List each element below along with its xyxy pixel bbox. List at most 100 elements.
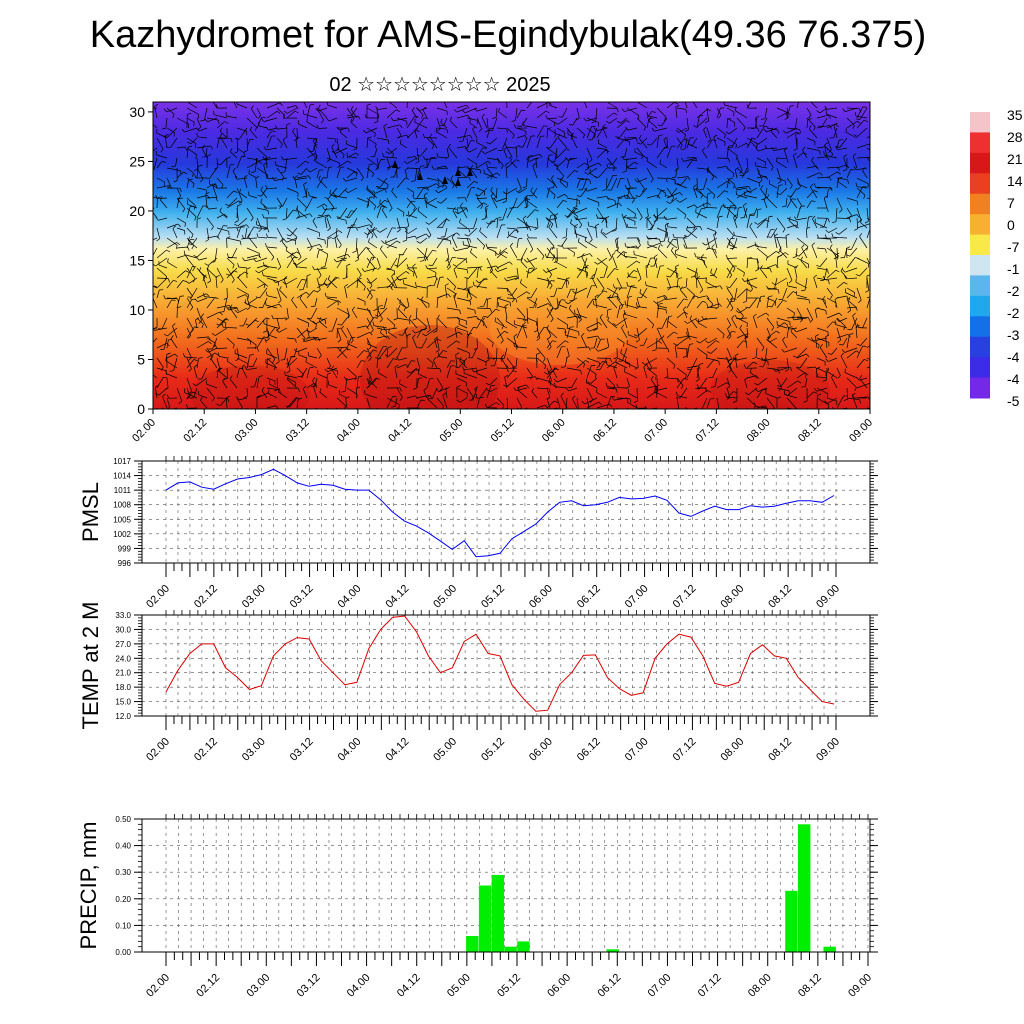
wind-barb (764, 107, 768, 119)
wind-barb (760, 268, 768, 279)
wind-barb (496, 157, 504, 166)
wind-barb (666, 146, 672, 159)
wind-barb-feather (621, 324, 625, 329)
wind-barb (837, 147, 848, 151)
wind-barb-feather (316, 289, 321, 293)
wind-barb-feather (318, 317, 322, 322)
wind-barb-feather (447, 293, 451, 298)
wind-barb (756, 126, 765, 139)
y-tick-label: 1011 (114, 486, 132, 495)
wind-barb (319, 391, 328, 399)
wind-barb (536, 327, 541, 339)
wind-barb-feather (479, 266, 482, 271)
wind-barb-feather (524, 205, 529, 209)
wind-barb-feather (233, 190, 238, 193)
wind-barb (506, 277, 518, 282)
wind-barb (303, 102, 308, 109)
wind-barb (246, 247, 260, 254)
wind-barb (276, 377, 279, 390)
wind-barb (796, 372, 806, 379)
wind-barb-feather (466, 393, 468, 398)
wind-barb (161, 317, 168, 330)
wind-barb-feather (331, 207, 335, 211)
wind-barb (546, 397, 551, 409)
wind-barb (458, 357, 468, 369)
wind-barb-feather (644, 215, 649, 219)
wind-barb-feather (326, 117, 330, 122)
wind-barb (316, 170, 320, 179)
wind-barb-feather (466, 245, 471, 250)
wind-barb-feather (700, 254, 704, 258)
wind-barb-feather (190, 306, 194, 311)
wind-barb-feather (504, 374, 509, 378)
wind-barb (291, 299, 298, 309)
wind-barb (586, 187, 598, 192)
wind-barb (453, 295, 458, 309)
wind-barb (487, 247, 498, 249)
wind-barb-feather (808, 299, 811, 304)
temp-panel: 12.015.018.021.024.027.030.033.002.00 02.… (78, 602, 878, 764)
x-tick-label: 04.12 (383, 583, 411, 611)
wind-barb (758, 147, 768, 152)
wind-barb-feather (660, 240, 665, 243)
wind-barb-feather (643, 126, 646, 131)
wind-barb (254, 377, 258, 387)
wind-barb-feather (710, 303, 714, 308)
wind-barb (476, 337, 478, 349)
wind-barb (266, 326, 276, 339)
wind-barb (576, 253, 590, 259)
wind-barb-feather (327, 372, 332, 375)
wind-barb-feather (707, 389, 711, 393)
wind-barb (355, 237, 358, 252)
wind-barb-feather (380, 245, 383, 250)
wind-barb (416, 186, 428, 189)
wind-barb-feather (641, 361, 646, 365)
wind-barb-feather (447, 266, 451, 270)
wind-barb (346, 337, 352, 349)
wind-barb (706, 107, 709, 121)
wind-barb (229, 307, 238, 319)
wind-barb-feather (263, 146, 267, 151)
wind-barb (687, 317, 698, 324)
wind-barb-feather (772, 368, 776, 372)
wind-barb-feather (499, 249, 501, 254)
wind-barb (556, 148, 567, 159)
wind-barb-feather (504, 277, 508, 282)
wind-barb-feather (564, 301, 569, 305)
wind-barb-feather (749, 368, 752, 373)
wind-barb (496, 327, 504, 341)
wind-barb-feather (863, 119, 868, 123)
wind-barb (548, 226, 558, 239)
wind-barb-feather (564, 340, 569, 343)
wind-barb-feather (344, 376, 347, 381)
wind-barb (686, 295, 695, 309)
wind-barb (318, 108, 328, 119)
wind-barb-feather (702, 147, 706, 152)
wind-barb-feather (678, 285, 682, 290)
wind-barb (476, 160, 488, 169)
wind-barb (329, 193, 338, 199)
wind-barb-feather (468, 176, 471, 181)
wind-barb-feather (328, 166, 333, 168)
wind-barb-feather (803, 400, 808, 403)
wind-barb (435, 131, 448, 139)
wind-barb (186, 377, 193, 392)
wind-barb-feather (299, 295, 303, 299)
wind-barb (636, 387, 638, 402)
wind-barb (166, 107, 175, 115)
wind-barb (429, 136, 438, 149)
wind-barb (626, 285, 632, 299)
wind-barb (226, 190, 234, 199)
wind-barb-feather (380, 328, 382, 333)
wind-barb (445, 388, 448, 399)
wind-barb (166, 397, 171, 408)
wind-barb-feather (666, 275, 671, 278)
wind-barb-feather (481, 113, 485, 118)
wind-barb (448, 147, 458, 159)
wind-barb (729, 277, 738, 288)
wind-barb (347, 343, 358, 349)
wind-barb-feather (513, 124, 517, 129)
colorbar-label: -1 (1007, 261, 1020, 277)
wind-barb-feather (546, 325, 549, 330)
wind-barb-feather (635, 339, 640, 343)
